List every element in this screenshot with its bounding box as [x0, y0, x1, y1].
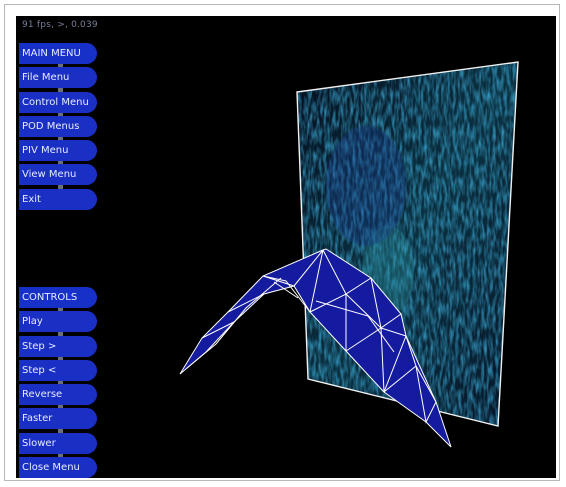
close-menu-button[interactable]: Close Menu [19, 457, 97, 478]
slower-button[interactable]: Slower [19, 432, 97, 454]
exit-button[interactable]: Exit [19, 188, 97, 210]
view-menu-button[interactable]: View Menu [19, 164, 97, 186]
main-menu-title[interactable]: MAIN MENU [19, 43, 97, 64]
reverse-button[interactable]: Reverse [19, 384, 97, 406]
controls-menu: CONTROLS Play Step > Step < Reverse Fast… [19, 287, 97, 478]
faster-button[interactable]: Faster [19, 408, 97, 430]
scene-canvas[interactable] [16, 16, 556, 478]
main-menu: MAIN MENU File Menu Control Menu POD Men… [19, 43, 97, 213]
control-menu-button[interactable]: Control Menu [19, 91, 97, 113]
piv-menu-button[interactable]: PIV Menu [19, 140, 97, 162]
file-menu-button[interactable]: File Menu [19, 67, 97, 89]
controls-menu-scroll-handle[interactable] [58, 295, 63, 467]
step-back-button[interactable]: Step < [19, 359, 97, 381]
controls-menu-title[interactable]: CONTROLS [19, 287, 97, 308]
pod-menus-button[interactable]: POD Menus [19, 115, 97, 137]
step-forward-button[interactable]: Step > [19, 335, 97, 357]
wing-mesh[interactable] [179, 248, 452, 448]
3d-viewport[interactable]: 91 fps, >, 0.039 MAIN MENU File Menu Con… [16, 16, 556, 478]
fps-readout: 91 fps, >, 0.039 [22, 20, 98, 30]
play-button[interactable]: Play [19, 311, 97, 333]
